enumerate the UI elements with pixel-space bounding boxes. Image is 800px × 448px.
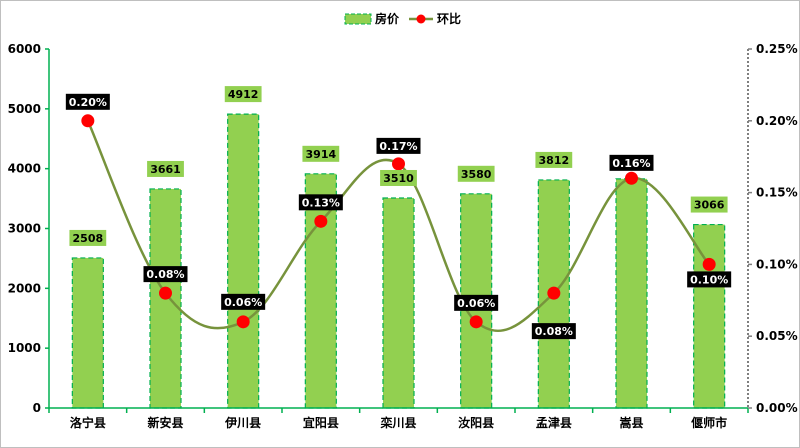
y-left-tick-label: 4000 [8,162,41,176]
x-tick-label: 偃师市 [691,415,727,430]
y-left-tick-label: 5000 [8,102,41,116]
line-label-6: 0.06% [457,297,495,310]
line-label-3-bg [221,293,266,310]
bar-5 [382,197,415,409]
bar-label-9-bg [690,196,728,213]
bar-label-2-bg [147,160,184,177]
y-right-tick-label: 0.20% [756,114,798,128]
line-label-3: 0.06% [224,296,262,309]
line-marker-9 [702,257,716,271]
line-label-1-bg [65,93,110,110]
bar-9 [693,223,726,409]
line-label-8: 0.16% [612,157,650,170]
axes-group: 0 1000 2000 3000 4000 5000 6000 洛宁县 新安县 伊川县 宜阳县 栾川县… [8,42,798,430]
legend-line-marker [416,14,426,24]
x-tick-label: 宜阳县 [303,415,339,430]
bar-1 [71,257,104,409]
line-marker-4 [314,214,328,228]
y-left-tick-label: 1000 [8,341,41,355]
line-marker-8 [625,171,638,185]
line-marker-3 [236,315,250,329]
bar-4 [304,173,337,409]
bar-label-1-bg [69,229,107,246]
bar-label-6: 3580 [461,168,492,181]
line-label-7-bg [531,323,576,340]
bar-label-3: 4912 [228,88,259,101]
bar-label-1: 2508 [73,232,104,245]
line-label-8-bg [609,154,654,171]
x-tick-label: 孟津县 [536,415,572,430]
line-marker-7 [547,286,561,300]
legend-line-label: 环比 [437,11,461,26]
bar-label-4: 3914 [306,148,337,161]
line-label-1: 0.20% [69,96,107,109]
bar-label-5-bg [380,169,417,186]
bar-label-2: 3661 [150,163,181,176]
x-tick-label: 新安县 [147,415,183,430]
line-label-6-bg [454,294,499,311]
line-markers-group [81,114,716,329]
data-labels-group: 2508 3661 4912 3914 3510 3580 3812 3066 0.20% 0.0… [65,86,732,340]
line-marker-2 [159,286,172,300]
y-right-tick-label: 0.10% [756,257,798,271]
bar-label-7: 3812 [539,154,570,167]
bar-label-3-bg [224,86,262,103]
line-label-9-bg [687,271,732,288]
legend-bar-swatch [344,13,372,25]
line-label-4-bg [298,194,343,211]
bar-label-5: 3510 [383,172,414,185]
legend: 房价 环比 [344,11,461,26]
line-label-9: 0.10% [690,273,728,286]
bar-label-6-bg [457,165,495,182]
line-label-2-bg [143,266,188,283]
line-marker-6 [469,315,483,329]
x-tick-label: 伊川县 [224,415,261,430]
y-right-tick-label: 0.15% [756,186,798,200]
line-label-5: 0.17% [379,140,417,153]
line-marker-5 [392,157,405,171]
y-left-tick-label: 2000 [8,281,41,295]
line-marker-1 [81,114,95,128]
bar-label-4-bg [302,145,340,162]
y-left-tick-label: 3000 [8,222,41,236]
y-left-tick-label: 0 [33,401,41,415]
y-right-tick-label: 0.25% [756,42,798,56]
y-right-tick-label: 0.05% [756,329,798,343]
line-label-2: 0.08% [146,268,184,281]
y-left-tick-label: 6000 [8,42,41,56]
y-right-tick-label: 0.00% [756,401,798,415]
x-tick-label: 洛宁县 [70,415,106,430]
x-tick-label: 汝阳县 [458,415,494,430]
line-label-4: 0.13% [302,196,340,209]
x-tick-label: 嵩县 [619,415,643,430]
bar-label-9: 3066 [694,199,725,212]
bar-label-7-bg [535,151,573,168]
bar-8 [615,178,648,409]
bar-3 [227,113,260,409]
line-label-7: 0.08% [535,325,573,338]
line-label-5-bg [376,137,421,154]
legend-bar-label: 房价 [375,11,400,26]
x-tick-label: 栾川县 [379,415,416,430]
